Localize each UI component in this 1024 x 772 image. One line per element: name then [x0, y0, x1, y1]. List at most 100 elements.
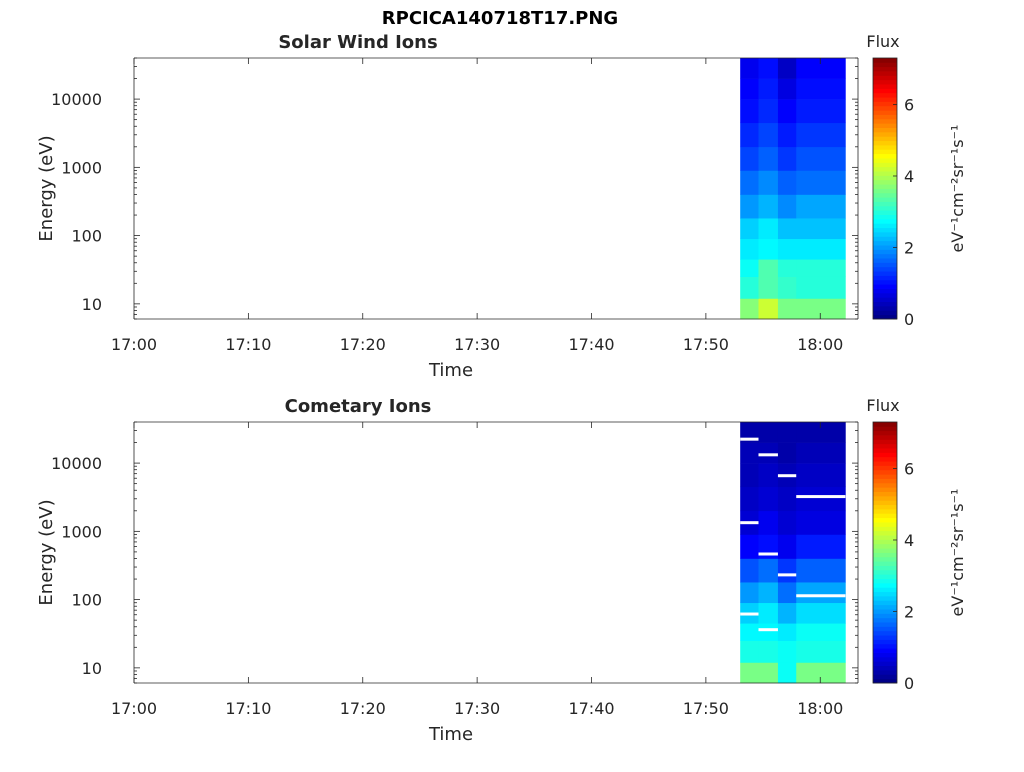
colorbar-units: eV⁻¹cm⁻²sr⁻¹s⁻¹: [948, 489, 967, 617]
colorbar-segment: [873, 495, 897, 501]
colorbar-segment: [873, 266, 897, 272]
heatmap-cell: [796, 510, 846, 535]
colorbar-segment: [873, 591, 897, 597]
colorbar-segment: [873, 297, 897, 302]
colorbar-segment: [873, 578, 897, 584]
colorbar-segment: [873, 153, 897, 159]
y-tick-label: 10000: [51, 454, 102, 473]
colorbar-segment: [873, 526, 897, 532]
x-tick-label: 17:50: [683, 699, 729, 718]
colorbar-segment: [873, 97, 897, 102]
y-tick-label: 100: [71, 591, 102, 610]
colorbar-segment: [873, 596, 897, 601]
heatmap-cell: [758, 442, 779, 464]
heatmap-cell: [740, 99, 759, 124]
heatmap-cell: [796, 99, 846, 124]
x-tick-label: 17:30: [454, 699, 500, 718]
colorbar-segment: [873, 210, 897, 215]
heatmap-cell: [777, 662, 797, 684]
colorbar-tick-label: 4: [904, 531, 914, 550]
colorbar-segment: [873, 626, 897, 632]
colorbar-segment: [873, 288, 897, 294]
colorbar-segment: [873, 630, 897, 636]
data-gap: [740, 612, 759, 616]
colorbar-segment: [873, 639, 897, 645]
heatmap-cell: [777, 510, 797, 535]
heatmap-cell: [758, 558, 779, 583]
heatmap-cell: [758, 170, 779, 195]
colorbar-segment: [873, 188, 897, 194]
colorbar-segment: [873, 435, 897, 440]
heatmap-cell: [777, 78, 797, 100]
data-gap: [777, 474, 797, 478]
colorbar: 0 2 4 6 Flux eV⁻¹cm⁻²sr⁻¹s⁻¹: [866, 396, 967, 693]
heatmap-cell: [740, 640, 759, 663]
colorbar-segment: [873, 292, 897, 298]
colorbar-segment: [873, 643, 897, 649]
colorbar-segment: [873, 140, 897, 146]
colorbar-segment: [873, 162, 897, 168]
heatmap-cell: [777, 486, 797, 512]
heatmap-cell: [740, 422, 759, 443]
heatmap-cell: [777, 99, 797, 124]
heatmap-cell: [740, 486, 759, 512]
colorbar-segment: [873, 66, 897, 72]
heatmap-cell: [758, 99, 779, 124]
colorbar-segment: [873, 218, 897, 224]
heatmap-cell: [740, 146, 759, 171]
colorbar-segment: [873, 171, 897, 176]
colorbar: 0 2 4 6 Flux eV⁻¹cm⁻²sr⁻¹s⁻¹: [866, 32, 967, 329]
x-tick-label: 17:30: [454, 335, 500, 354]
heatmap-cell: [758, 582, 779, 604]
panel-title: Solar Wind Ions: [278, 32, 437, 53]
figure-title: RPCICA140718T17.PNG: [382, 8, 618, 29]
heatmap-cell: [740, 534, 759, 559]
colorbar-segment: [873, 249, 897, 255]
colorbar-segment: [873, 84, 897, 89]
x-tick-label: 17:10: [225, 699, 271, 718]
colorbar-segment: [873, 452, 897, 458]
colorbar-tick-label: 2: [904, 238, 914, 257]
colorbar-segment: [873, 474, 897, 479]
heatmap-cell: [740, 238, 759, 260]
colorbar-segment: [873, 101, 897, 107]
colorbar-segment: [873, 652, 897, 658]
colorbar-segment: [873, 465, 897, 471]
colorbar-segment: [873, 214, 897, 220]
heatmap-cell: [740, 259, 759, 277]
colorbar-segment: [873, 175, 897, 181]
heatmap-cell: [777, 276, 797, 299]
colorbar-segment: [873, 149, 897, 155]
heatmap-cell: [740, 662, 759, 684]
heatmap-cell: [796, 534, 846, 559]
heatmap-cell: [796, 78, 846, 100]
x-axis-label: Time: [428, 360, 473, 381]
heatmap-cell: [758, 623, 779, 641]
heatmap-cell: [796, 218, 846, 240]
colorbar-segment: [873, 131, 897, 137]
colorbar-tick-label: 0: [904, 310, 914, 329]
colorbar-segment: [873, 88, 897, 94]
colorbar-tick-label: 4: [904, 167, 914, 186]
heatmap-cell: [796, 623, 846, 641]
colorbar-segment: [873, 158, 897, 163]
colorbar-segment: [873, 201, 897, 207]
colorbar-segment: [873, 310, 897, 316]
colorbar-segment: [873, 71, 897, 76]
colorbar-segment: [873, 543, 897, 549]
colorbar-segment: [873, 275, 897, 281]
heatmap-cell: [796, 640, 846, 663]
colorbar-segment: [873, 617, 897, 623]
colorbar-segment: [873, 179, 897, 185]
heatmap-cell: [777, 640, 797, 663]
heatmap-cell: [796, 259, 846, 277]
colorbar-segment: [873, 461, 897, 466]
heatmap-cell: [777, 442, 797, 464]
x-tick-label: 17:40: [568, 699, 614, 718]
colorbar-segment: [873, 426, 897, 432]
colorbar-segment: [873, 656, 897, 662]
heatmap-cell: [758, 640, 779, 663]
heatmap-cell: [777, 558, 797, 583]
